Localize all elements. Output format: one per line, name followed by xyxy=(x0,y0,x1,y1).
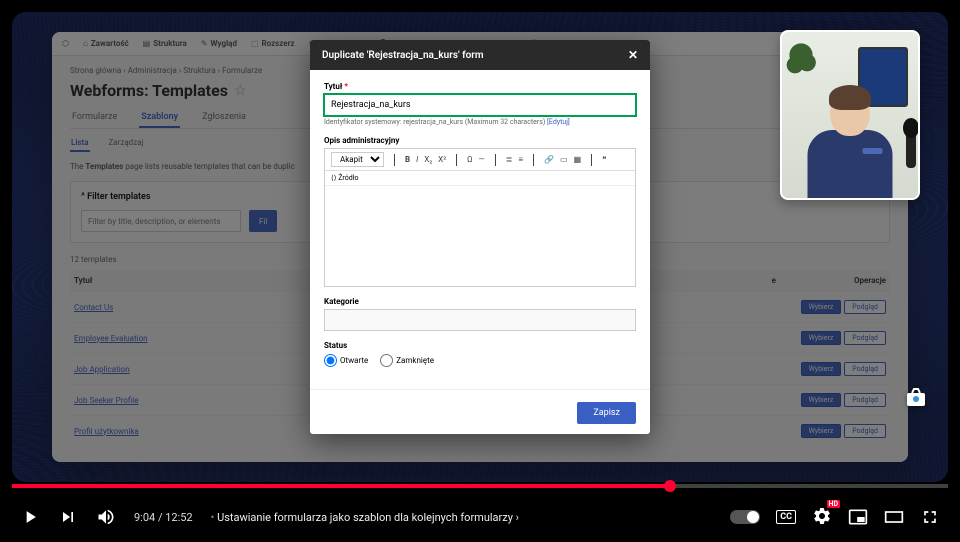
editor-toolbar: Akapit B I X₂ X² Ω — ≣ ≡ 🔗 xyxy=(325,149,635,171)
italic-icon[interactable]: I xyxy=(416,155,418,164)
video-frame: ⬡ ⌂ Zawartość ▤ Struktura ✎ Wygląd ⬚ Roz… xyxy=(12,12,948,482)
subscript-icon[interactable]: X₂ xyxy=(424,155,432,164)
link-icon[interactable]: 🔗 xyxy=(544,155,554,164)
bold-icon[interactable]: B xyxy=(405,155,410,164)
next-icon[interactable] xyxy=(58,507,78,527)
image-icon[interactable]: ▭ xyxy=(560,155,568,164)
plant-decoration xyxy=(786,40,816,90)
category-input[interactable] xyxy=(324,309,636,331)
miniplayer-icon[interactable] xyxy=(848,507,868,527)
microphone xyxy=(906,128,916,168)
id-hint: Identyfikator systemowy: rejestracja_na_… xyxy=(324,118,636,126)
modal-header: Duplicate 'Rejestracja_na_kurs' form ✕ xyxy=(310,40,650,70)
hd-badge: HD xyxy=(827,500,841,508)
bullet-list-icon[interactable]: ≣ xyxy=(506,155,513,164)
fullscreen-icon[interactable] xyxy=(920,507,940,527)
chapter-title[interactable]: Ustawianie formularza jako szablon dla k… xyxy=(211,511,519,524)
number-list-icon[interactable]: ≡ xyxy=(518,155,523,164)
editor-content[interactable] xyxy=(325,186,635,286)
close-icon[interactable]: ✕ xyxy=(628,48,638,62)
scrubber-dot[interactable] xyxy=(664,480,676,492)
player-controls: 9:04 / 12:52 Ustawianie formularza jako … xyxy=(0,492,960,542)
quote-icon[interactable]: ❝ xyxy=(602,155,606,164)
edit-machine-name[interactable]: [Edytuj] xyxy=(547,118,570,126)
webcam-overlay xyxy=(780,30,920,200)
duplicate-modal: Duplicate 'Rejestracja_na_kurs' form ✕ T… xyxy=(310,40,650,434)
progress-bar[interactable] xyxy=(12,484,948,488)
superscript-icon[interactable]: X² xyxy=(438,155,446,164)
volume-icon[interactable] xyxy=(96,507,116,527)
dash-icon[interactable]: — xyxy=(478,155,484,164)
format-select[interactable]: Akapit xyxy=(331,152,384,167)
captions-button[interactable]: CC xyxy=(776,510,796,524)
presenter xyxy=(805,88,895,198)
save-button[interactable]: Zapisz xyxy=(577,402,636,424)
progress-fill xyxy=(12,484,670,488)
settings-button[interactable]: HD xyxy=(812,506,832,529)
autoplay-toggle[interactable] xyxy=(730,510,760,524)
status-open-radio[interactable]: Otwarte xyxy=(324,354,368,367)
source-toggle[interactable]: ⟨⟩ Źródło xyxy=(325,171,635,186)
desc-label: Opis administracyjny xyxy=(324,136,636,145)
rich-text-editor: Akapit B I X₂ X² Ω — ≣ ≡ 🔗 xyxy=(324,148,636,287)
title-label: Tytuł * xyxy=(324,82,636,91)
table-icon[interactable]: ▦ xyxy=(574,155,582,164)
title-input[interactable] xyxy=(324,94,636,116)
status-label: Status xyxy=(324,341,636,350)
play-icon[interactable] xyxy=(20,507,40,527)
omega-icon[interactable]: Ω xyxy=(467,155,472,164)
theater-icon[interactable] xyxy=(884,507,904,527)
channel-badge-icon[interactable] xyxy=(904,386,928,410)
status-closed-radio[interactable]: Zamknięte xyxy=(380,354,434,367)
modal-title: Duplicate 'Rejestracja_na_kurs' form xyxy=(322,50,484,61)
time-display: 9:04 / 12:52 xyxy=(134,511,193,524)
category-label: Kategorie xyxy=(324,297,636,306)
gear-icon xyxy=(812,506,832,526)
